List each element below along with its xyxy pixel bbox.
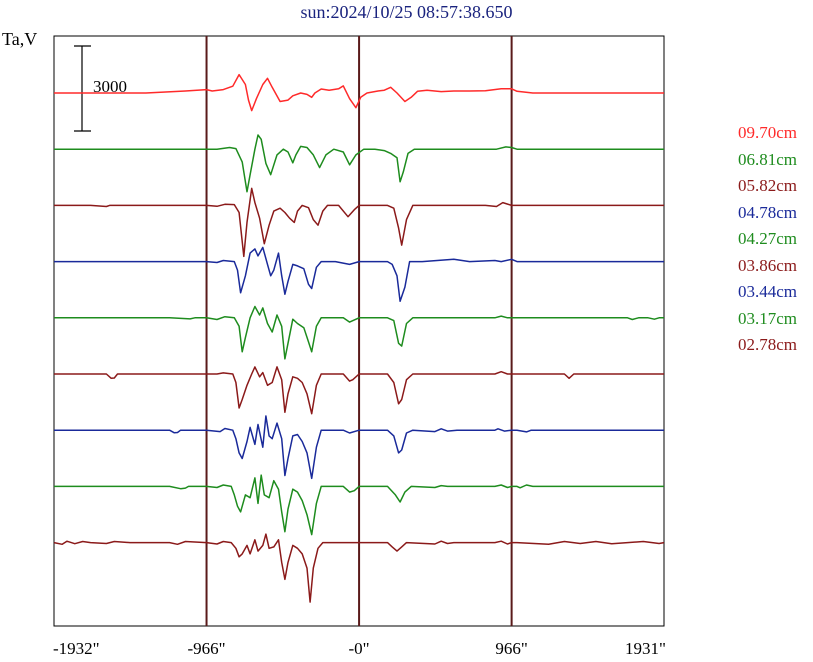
series-line-06.81cm <box>54 134 664 193</box>
x-tick-labels: -1932" -966" -0" 966" 1931" <box>53 639 666 658</box>
x-tick-label: -1932" <box>53 639 100 658</box>
legend-entry: 06.81cm <box>738 149 798 169</box>
series-line-03.44cm <box>54 415 664 480</box>
vertical-reference-lines <box>205 36 513 626</box>
scale-bar <box>74 45 91 132</box>
chart-title: sun:2024/10/25 08:57:38.650 <box>300 2 513 22</box>
legend-entry: 05.82cm <box>738 176 798 195</box>
legend-entry: 09.70cm <box>738 123 798 142</box>
x-tick-label: 966" <box>495 639 527 658</box>
legend: 09.70cm 06.81cm 05.82cm 04.78cm 04.27cm 03.86… <box>738 120 797 359</box>
series-group <box>53 73 665 603</box>
legend-entry: 03.86cm <box>738 255 798 275</box>
legend-entry: 04.78cm <box>738 202 798 222</box>
legend-entry: 04.27cm <box>738 229 798 248</box>
series-line-05.82cm <box>54 187 664 258</box>
series-line-03.86cm <box>54 366 664 415</box>
legend-entry: 02.78cm <box>738 335 798 354</box>
series-line-04.27cm <box>54 305 664 360</box>
legend-entry: 03.44cm <box>738 282 798 301</box>
x-tick-label: 1931" <box>625 639 666 658</box>
series-line-03.17cm <box>54 474 664 536</box>
x-tick-label: -0" <box>349 639 370 658</box>
series-line-02.78cm <box>53 533 665 603</box>
scale-bar-label: 3000 <box>93 77 127 96</box>
x-tick-label: -966" <box>187 639 225 658</box>
series-line-09.70cm <box>54 73 664 112</box>
y-axis-label: Ta,V <box>2 29 38 49</box>
legend-entry: 03.17cm <box>738 308 798 328</box>
series-line-04.78cm <box>54 246 664 303</box>
